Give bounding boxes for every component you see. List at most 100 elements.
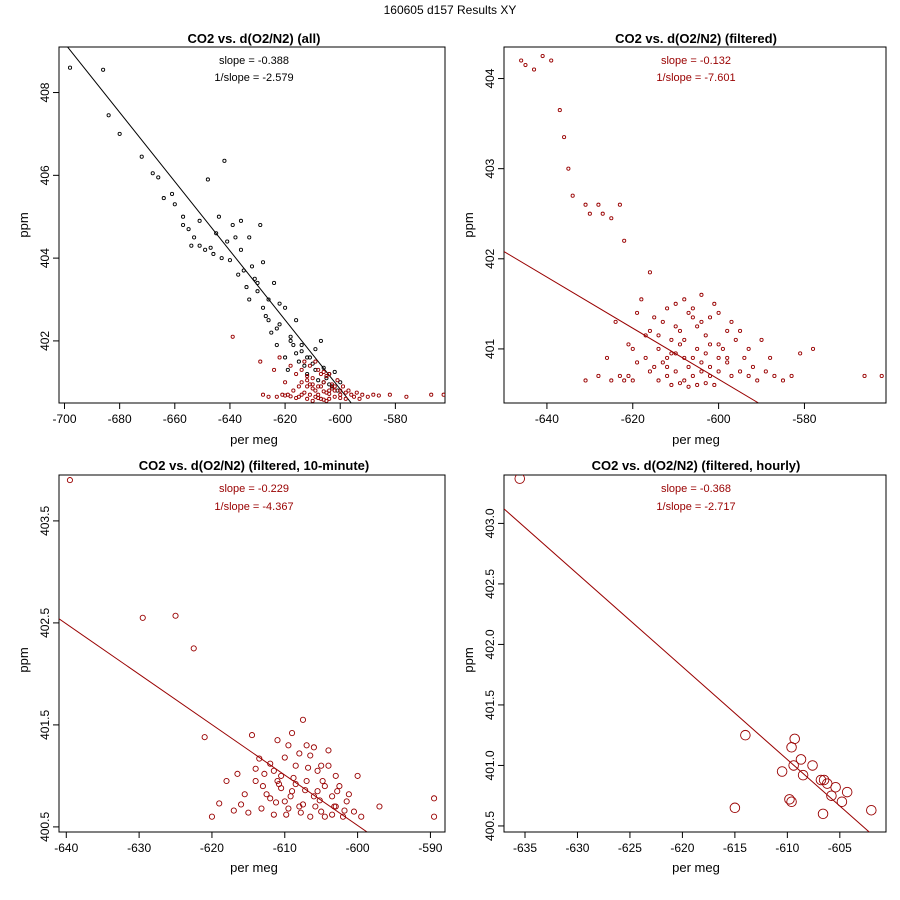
data-point — [725, 355, 730, 360]
data-point — [261, 770, 268, 777]
panel-filtered: CO2 vs. d(O2/N2) (filtered) slope = -0.1… — [461, 31, 887, 447]
fit-line — [66, 47, 352, 403]
data-point — [626, 342, 631, 347]
data-point — [189, 243, 194, 248]
y-tick-label: 402.5 — [483, 569, 497, 599]
data-point — [617, 202, 622, 207]
data-point — [316, 797, 323, 804]
y-tick-label: 403.5 — [38, 506, 52, 536]
x-tick-label: -635 — [513, 841, 537, 855]
data-point — [514, 475, 525, 484]
data-point — [288, 334, 293, 339]
data-point — [656, 333, 661, 338]
data-point — [258, 805, 265, 812]
x-tick-label: -580 — [792, 412, 816, 426]
data-point — [780, 378, 786, 383]
data-point — [343, 390, 348, 395]
data-point — [299, 380, 304, 385]
data-point — [314, 788, 321, 795]
x-tick-label: -580 — [383, 412, 407, 426]
data-point — [269, 330, 274, 335]
data-point — [540, 53, 545, 59]
data-point — [613, 319, 618, 324]
data-point — [531, 67, 537, 72]
data-point — [248, 732, 256, 739]
data-point — [789, 733, 800, 745]
data-point — [660, 319, 665, 324]
data-point — [329, 811, 336, 818]
data-point — [647, 369, 652, 374]
data-point — [263, 791, 270, 798]
fit-line — [504, 508, 870, 832]
data-point — [720, 346, 725, 351]
data-point — [296, 359, 301, 364]
x-tick-label: -600 — [346, 841, 370, 855]
x-tick-label: -700 — [52, 412, 76, 426]
data-point — [703, 381, 708, 386]
data-point — [329, 793, 336, 800]
data-point — [101, 67, 106, 72]
data-point — [879, 373, 884, 379]
data-point — [266, 394, 271, 399]
data-point — [321, 365, 326, 370]
data-point — [665, 355, 670, 360]
data-point — [255, 289, 260, 294]
x-tick-label: -620 — [200, 841, 224, 855]
data-point — [266, 318, 271, 323]
data-point — [617, 373, 622, 379]
data-point — [429, 392, 434, 397]
data-point — [310, 744, 317, 751]
x-tick-label: -680 — [108, 412, 132, 426]
y-tick-label: 401.5 — [38, 710, 52, 740]
data-point — [238, 247, 244, 252]
data-point — [673, 301, 678, 306]
data-point — [281, 798, 288, 805]
slope-label: slope = -0.132 — [661, 55, 731, 67]
data-point — [139, 614, 146, 621]
x-tick-label: -600 — [707, 412, 731, 426]
chart-title: CO2 vs. d(O2/N2) (all) — [188, 31, 321, 46]
data-point — [294, 318, 299, 323]
data-point — [695, 324, 700, 329]
data-point — [291, 342, 296, 348]
data-point — [652, 364, 657, 369]
data-point — [622, 378, 627, 383]
y-axis-label: ppm — [16, 647, 31, 672]
data-point — [690, 306, 695, 311]
data-point — [786, 796, 797, 807]
data-point — [307, 752, 314, 759]
x-tick-label: -605 — [828, 841, 852, 855]
data-point — [345, 791, 352, 798]
data-point — [303, 777, 310, 785]
data-point — [836, 796, 848, 807]
data-point — [776, 766, 788, 777]
data-point — [211, 251, 216, 257]
data-point — [310, 398, 315, 403]
data-point — [583, 378, 588, 383]
data-point — [626, 373, 631, 379]
panel-10-minute: CO2 vs. d(O2/N2) (filtered, 10-minute) s… — [16, 458, 446, 875]
data-point — [245, 809, 252, 816]
data-point — [256, 755, 263, 762]
data-point — [682, 337, 687, 342]
data-point — [639, 297, 644, 302]
data-point — [260, 392, 266, 397]
data-point — [318, 762, 325, 769]
data-point — [798, 351, 803, 356]
data-point — [665, 306, 670, 311]
data-point — [349, 392, 354, 397]
y-tick-label: 402 — [38, 331, 52, 351]
data-point — [318, 371, 323, 377]
data-point — [313, 388, 318, 393]
data-point — [272, 367, 277, 372]
data-point — [274, 326, 279, 331]
y-tick-label: 400.5 — [483, 811, 497, 841]
data-point — [274, 777, 281, 785]
data-point — [729, 802, 741, 814]
chart-title: CO2 vs. d(O2/N2) (filtered, 10-minute) — [139, 458, 369, 473]
data-point — [340, 384, 346, 389]
data-point — [350, 808, 358, 815]
plot-frame — [503, 46, 887, 404]
data-point — [600, 211, 605, 216]
